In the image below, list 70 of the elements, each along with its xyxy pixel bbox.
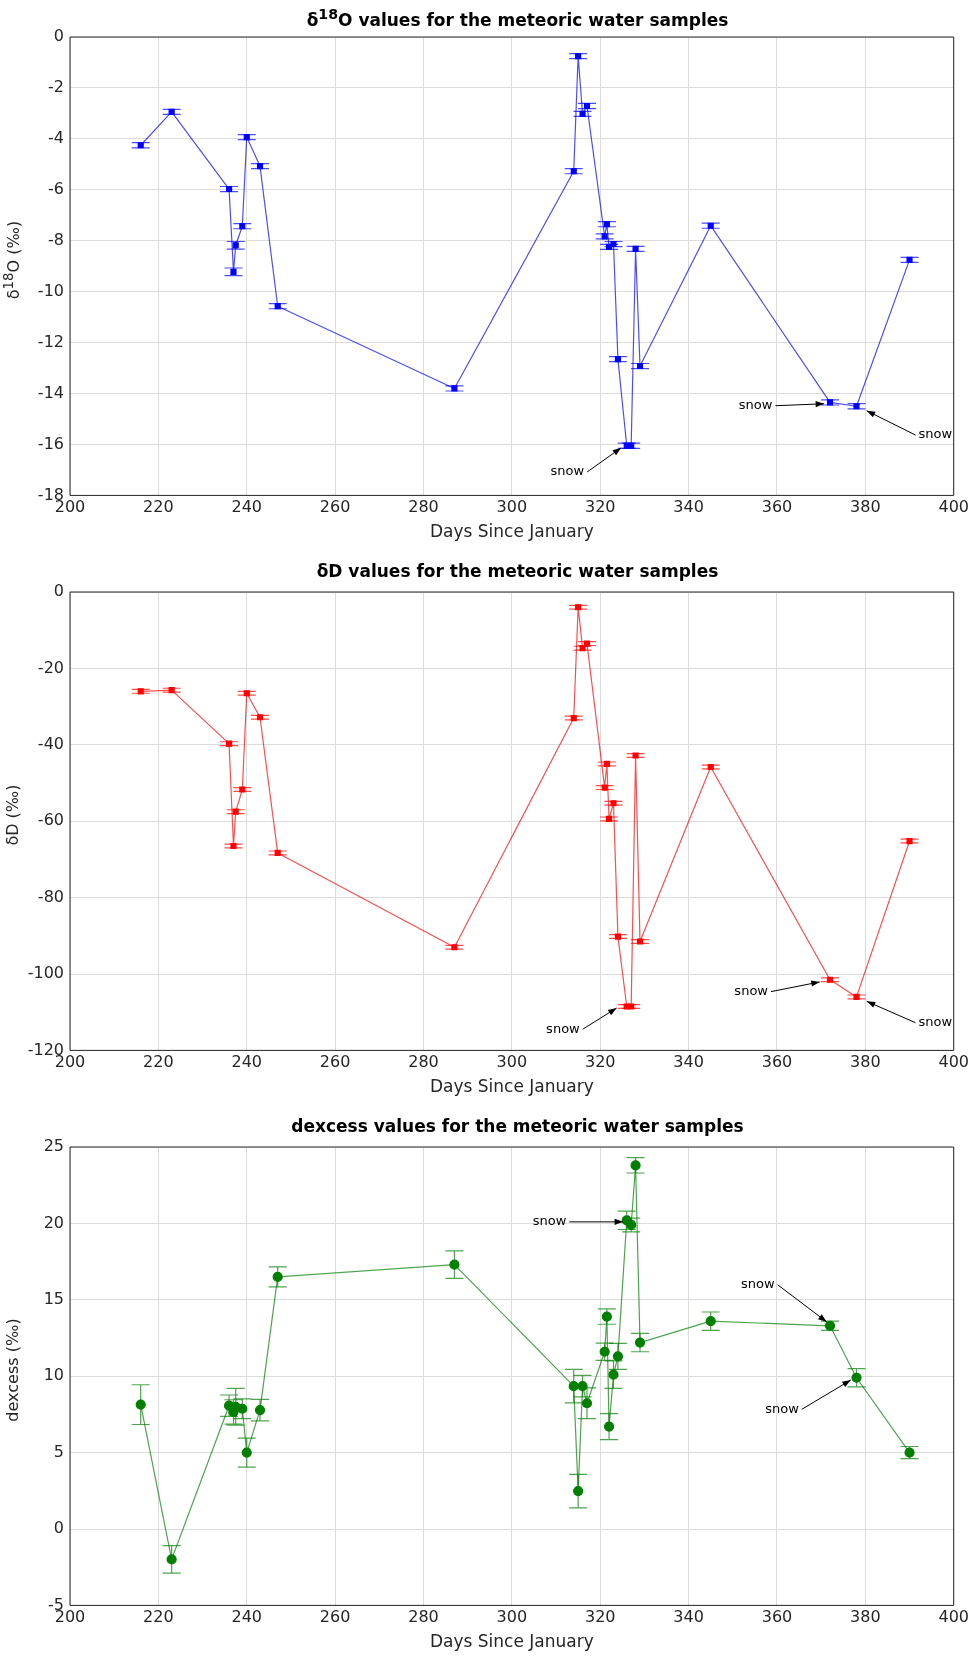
- y-tick-label: -12: [37, 331, 64, 351]
- y-tick-label: 15: [43, 1288, 64, 1308]
- x-tick-label: 280: [408, 497, 439, 517]
- x-axis-title: Days Since January: [429, 521, 594, 542]
- y-tick-label: -100: [27, 963, 64, 983]
- x-axis-title: Days Since January: [429, 1631, 594, 1652]
- y-tick-label: -6: [48, 178, 64, 198]
- annotation: snow: [546, 1020, 581, 1036]
- y-axis-title: dexcess (‰): [2, 1318, 22, 1422]
- x-tick-label: 300: [496, 1052, 528, 1072]
- x-tick-label: 280: [408, 1052, 439, 1072]
- x-tick-label: 220: [143, 1052, 174, 1072]
- y-tick-label: 5: [53, 1441, 64, 1461]
- chart-title: δD values for the meteoric water samples: [315, 561, 720, 581]
- x-tick-label: 360: [761, 1052, 793, 1072]
- y-tick-label: -80: [37, 886, 64, 906]
- x-tick-label: 360: [761, 497, 793, 517]
- annotation: snow: [765, 1400, 800, 1416]
- y-tick-label: -14: [37, 382, 64, 402]
- x-tick-label: 400: [938, 1607, 969, 1627]
- y-axis-title: δD (‰): [2, 784, 22, 846]
- annotation: snow: [734, 983, 769, 999]
- y-tick-label: -40: [37, 733, 64, 753]
- x-tick-label: 300: [496, 497, 528, 517]
- x-tick-label: 220: [143, 1607, 174, 1627]
- x-tick-label: 380: [850, 1607, 881, 1627]
- x-tick-label: 320: [584, 497, 616, 517]
- x-tick-label: 240: [231, 1607, 263, 1627]
- chart-title: δ$^{18}$O values for the meteoric water samples: [305, 6, 730, 30]
- x-axis-title: Days Since January: [429, 1076, 594, 1097]
- point: [166, 1554, 177, 1565]
- y-tick-label: 0: [53, 26, 64, 46]
- x-tick-label: 260: [319, 497, 351, 517]
- x-tick-label: 320: [584, 1607, 616, 1627]
- x-tick-label: 340: [673, 1052, 704, 1072]
- x-tick-label: 360: [761, 1607, 793, 1627]
- annotation: snow: [532, 1213, 567, 1229]
- y-tick-label: 10: [43, 1365, 64, 1385]
- x-tick-label: 320: [584, 1052, 616, 1072]
- y-tick-label: -60: [37, 810, 64, 830]
- y-tick-label: -16: [37, 433, 64, 453]
- annotation: snow: [738, 397, 773, 413]
- y-tick-label: 0: [53, 581, 64, 601]
- x-tick-label: 280: [408, 1607, 439, 1627]
- x-tick-label: 340: [673, 1607, 704, 1627]
- y-tick-label: 0: [53, 1518, 64, 1538]
- x-tick-label: 300: [496, 1607, 528, 1627]
- y-tick-label: 20: [43, 1212, 64, 1232]
- x-tick-label: 400: [938, 1052, 969, 1072]
- x-tick-label: 220: [143, 497, 174, 517]
- x-tick-label: 340: [673, 497, 704, 517]
- chart-title: dexcess values for the meteoric water samples: [290, 1116, 745, 1136]
- y-tick-label: -20: [37, 657, 64, 677]
- annotation: snow: [918, 1014, 953, 1030]
- annotation: snow: [740, 1276, 775, 1292]
- y-tick-label: 25: [43, 1136, 64, 1156]
- x-tick-label: 260: [319, 1052, 351, 1072]
- x-tick-label: 260: [319, 1607, 351, 1627]
- y-tick-label: -8: [48, 229, 64, 249]
- annotation: snow: [918, 426, 953, 442]
- annotation: snow: [550, 463, 585, 479]
- y-tick-label: -10: [37, 280, 64, 300]
- x-tick-label: 400: [938, 497, 969, 517]
- y-tick-label: -4: [48, 128, 64, 148]
- x-tick-label: 240: [231, 497, 263, 517]
- x-tick-label: 380: [850, 1052, 881, 1072]
- point: [230, 268, 237, 275]
- y-tick-label: -2: [48, 77, 64, 97]
- x-tick-label: 380: [850, 497, 881, 517]
- x-tick-label: 240: [231, 1052, 263, 1072]
